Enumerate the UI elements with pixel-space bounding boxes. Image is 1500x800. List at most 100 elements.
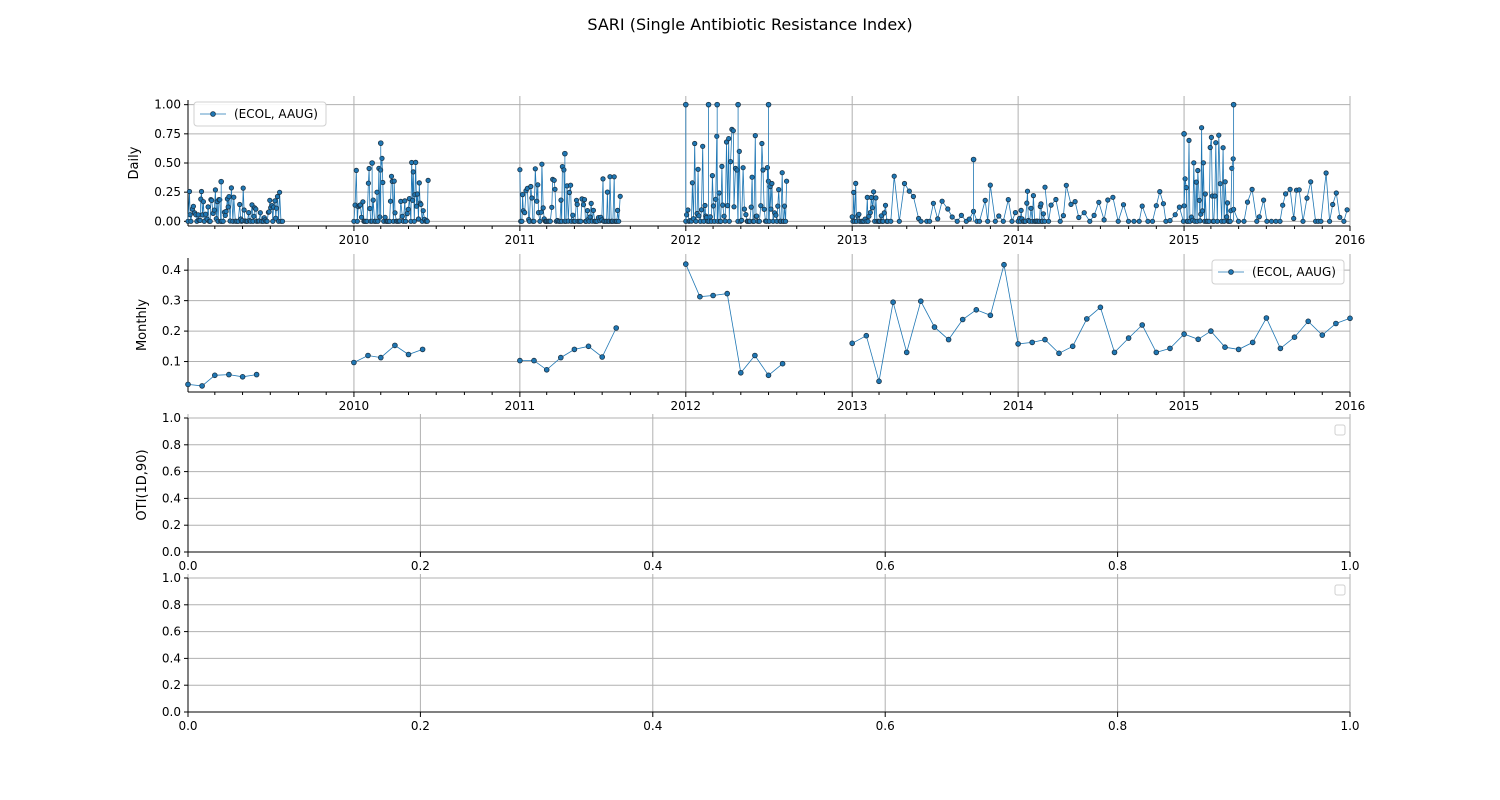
daily-point xyxy=(867,210,873,216)
daily-point xyxy=(1131,218,1137,224)
daily-point xyxy=(220,218,226,224)
daily-point xyxy=(1018,207,1024,213)
daily-point xyxy=(873,195,879,201)
daily-point xyxy=(896,218,902,224)
monthly-point xyxy=(543,366,550,373)
daily-point xyxy=(1195,167,1201,174)
daily-point xyxy=(710,203,717,209)
daily-point xyxy=(574,201,580,207)
daily-point xyxy=(868,194,874,201)
daily-point xyxy=(1040,211,1047,217)
monthly-point xyxy=(253,371,260,378)
daily-point xyxy=(1145,218,1151,224)
daily-peak-point-4 xyxy=(683,101,689,108)
daily-point xyxy=(881,210,887,216)
daily-point xyxy=(535,182,541,188)
daily-point xyxy=(566,189,573,196)
daily-point xyxy=(418,201,424,207)
daily-point xyxy=(1063,182,1069,188)
daily-point xyxy=(1212,193,1218,199)
daily-point xyxy=(387,198,394,204)
daily-point xyxy=(409,197,416,203)
monthly-point xyxy=(903,349,910,356)
daily-point xyxy=(992,218,998,224)
daily-point xyxy=(730,128,736,134)
daily-point xyxy=(611,174,617,180)
daily-point xyxy=(1139,203,1145,209)
daily-point xyxy=(1136,218,1142,224)
y-axis-label: OTI(1D,90) xyxy=(135,449,150,520)
y-tick-label: 0.00 xyxy=(154,214,181,228)
daily-point xyxy=(1115,218,1121,224)
daily-point xyxy=(1105,197,1111,203)
daily-point xyxy=(531,218,537,224)
daily-point xyxy=(228,185,234,191)
monthly-point xyxy=(1291,334,1298,341)
daily-point xyxy=(1330,201,1336,208)
legend-marker xyxy=(210,111,216,117)
daily-point xyxy=(1196,197,1202,203)
daily-point xyxy=(1241,218,1247,224)
daily-point xyxy=(257,210,263,216)
legend-label: (ECOL, AAUG) xyxy=(1252,265,1336,279)
monthly-point xyxy=(697,293,703,300)
daily-point xyxy=(761,206,767,212)
daily-point xyxy=(976,218,983,224)
y-tick-label: 1.00 xyxy=(154,98,181,112)
monthly-point xyxy=(752,352,758,359)
daily-point xyxy=(754,213,760,219)
daily-point xyxy=(212,187,218,193)
x-tick-label: 2011 xyxy=(505,233,536,247)
daily-point xyxy=(906,188,912,194)
monthly-point xyxy=(1305,318,1311,325)
y-tick-label: 0.50 xyxy=(154,156,181,170)
daily-point xyxy=(187,212,193,218)
daily-point xyxy=(366,165,372,172)
daily-point xyxy=(1268,218,1275,224)
monthly-point xyxy=(1125,335,1132,341)
daily-point xyxy=(1300,218,1306,224)
daily-point xyxy=(930,200,937,206)
daily-point xyxy=(695,166,701,172)
y-tick-label: 0.2 xyxy=(162,324,181,338)
daily-point xyxy=(405,206,411,212)
daily-point xyxy=(1191,160,1197,166)
daily-point xyxy=(954,218,960,224)
daily-point xyxy=(779,170,785,176)
daily-point xyxy=(617,193,623,199)
daily-point xyxy=(720,202,726,208)
daily-point xyxy=(270,218,276,224)
daily-point xyxy=(689,180,696,186)
y-axis-label: Daily xyxy=(127,146,142,179)
daily-point xyxy=(1199,208,1206,214)
daily-point xyxy=(246,210,252,216)
daily-point xyxy=(584,208,591,214)
daily-peak-point-5 xyxy=(705,101,712,108)
legend-box-empty xyxy=(1334,424,1346,436)
daily-point xyxy=(901,180,908,187)
daily-point xyxy=(718,218,724,224)
daily-point xyxy=(415,216,422,222)
daily-point xyxy=(205,204,211,210)
daily-point xyxy=(987,182,993,188)
x-tick-label: 2012 xyxy=(671,399,702,413)
y-tick-label: 0.3 xyxy=(162,294,181,308)
daily-point xyxy=(578,218,584,224)
daily-point xyxy=(1277,218,1283,224)
daily-point xyxy=(403,218,409,224)
x-tick-label: 2014 xyxy=(1003,399,1034,413)
daily-point xyxy=(267,197,273,203)
daily-point xyxy=(614,207,621,213)
daily-point xyxy=(996,213,1002,219)
daily-point xyxy=(1120,202,1127,208)
daily-point xyxy=(1183,185,1190,191)
monthly-point xyxy=(1084,316,1090,322)
daily-point xyxy=(851,189,857,195)
series-daily xyxy=(185,101,1350,224)
monthly-point xyxy=(199,383,205,389)
monthly-point xyxy=(613,325,619,331)
daily-point xyxy=(731,204,737,210)
daily-point xyxy=(935,216,941,222)
daily-point xyxy=(1323,170,1329,176)
monthly-point xyxy=(863,332,870,339)
